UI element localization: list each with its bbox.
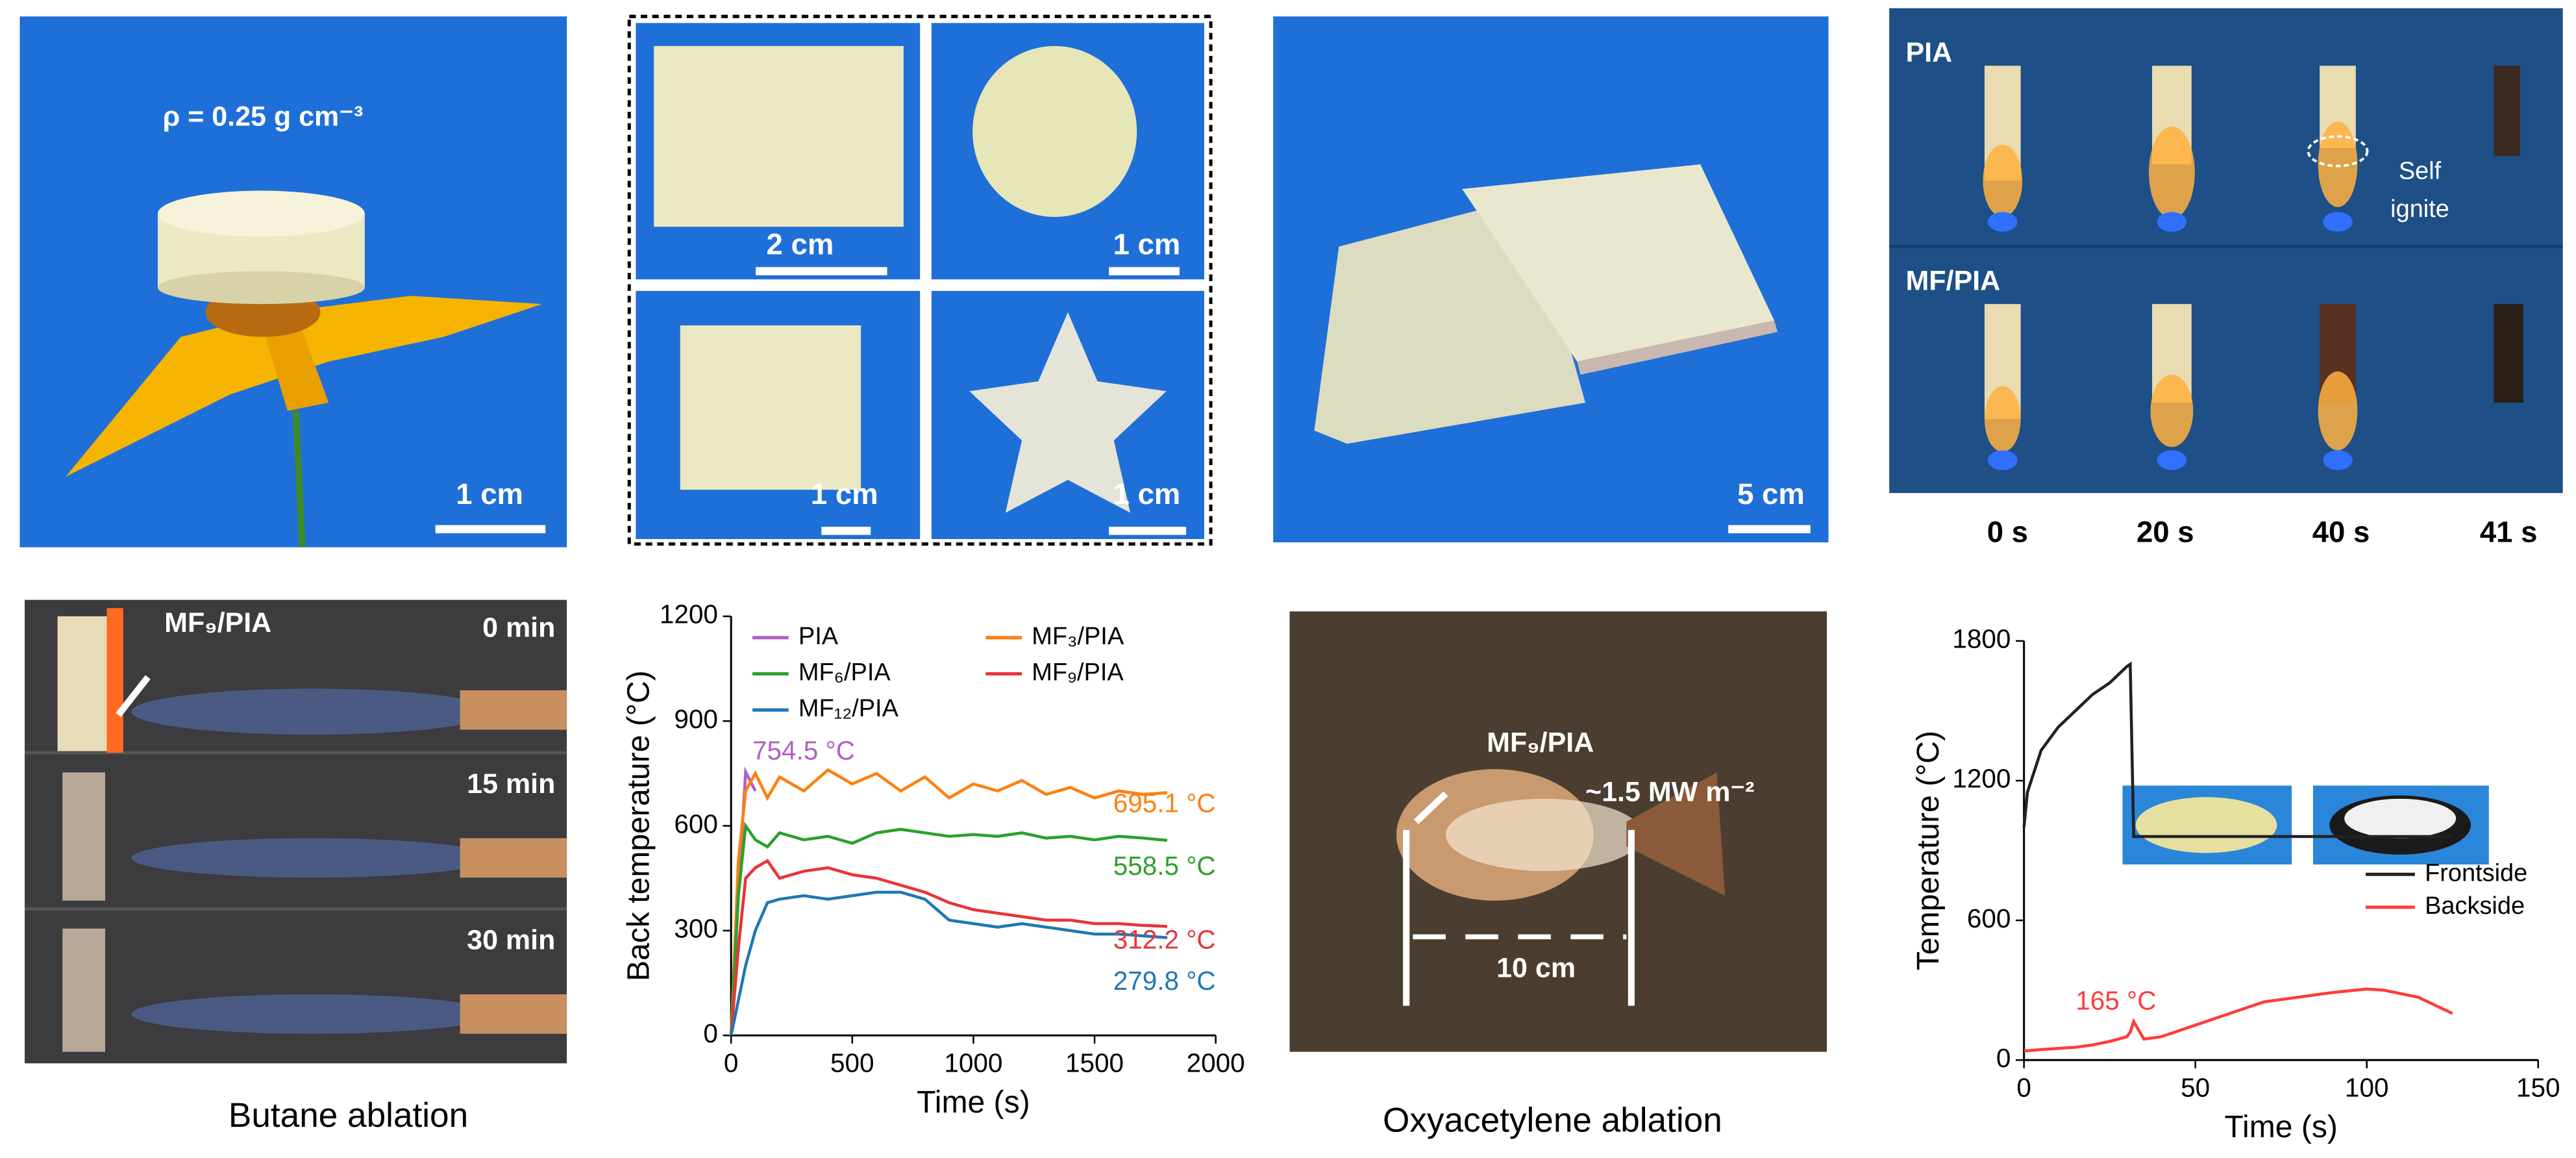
sample-label: MF₉/PIA [1487,727,1594,759]
time-label: 41 s [2480,515,2538,548]
y-tick-label: 600 [674,809,718,838]
annotation: 558.5 °C [1113,851,1216,881]
flux-label: ~1.5 MW m⁻² [1585,777,1754,808]
series-line [729,822,1168,1036]
legend-label: MF₃/PIA [1032,623,1124,650]
legend-label: MF₉/PIA [1032,659,1124,686]
time-label: 40 s [2312,515,2370,548]
time-label: 30 min [467,924,555,955]
photo-oxyacetylene: MF₉/PIA ~1.5 MW m⁻² 10 cm Oxyacetylene a… [1289,611,1827,1139]
scale-label: 1 cm [456,477,523,510]
note: Self [2399,158,2442,185]
x-tick-label: 2000 [1187,1048,1245,1077]
photo-flower: ρ = 0.25 g cm⁻³ 1 cm [19,16,567,548]
y-tick-label: 0 [1996,1043,2011,1073]
photo-plates: 5 cm [1273,16,1829,543]
series-line [729,768,1168,1036]
inset-photos [2122,785,2489,865]
scale-label: 2 cm [767,228,834,261]
scale-label: 1 cm [1113,477,1180,510]
photo-butane: MF₉/PIA 0 min 15 min 30 min Butane ablat… [25,599,567,1135]
y-tick-label: 600 [1967,903,2011,933]
legend-label: Frontside [2425,859,2527,887]
y-tick-label: 1800 [1952,624,2011,654]
x-axis-label: Time (s) [2224,1109,2337,1144]
caption: Butane ablation [229,1096,468,1135]
series-line [2024,987,2453,1053]
photo-shapes: 2 cm 1 cm 1 cm 1 cm [627,14,1213,546]
distance-label: 10 cm [1496,952,1576,983]
x-tick-label: 150 [2516,1072,2560,1102]
annotation: 165 °C [2075,985,2156,1015]
y-axis-label: Back temperature (°C) [621,670,656,981]
x-tick-label: 1000 [944,1048,1002,1077]
scale-label: 1 cm [811,477,878,510]
series-line [729,859,1168,1036]
annotation: 312.2 °C [1113,925,1216,955]
legend-label: MF₆/PIA [799,659,891,686]
x-tick-label: 0 [2016,1072,2031,1102]
photo-vertical-burning: PIA MF/PIA Self ignite 0 s 20 s 40 s 41 … [1889,8,2563,548]
time-label: 0 s [1987,515,2028,548]
x-axis-label: Time (s) [917,1085,1030,1120]
series-line [729,890,1168,1036]
note: ignite [2390,195,2449,223]
x-tick-label: 1500 [1065,1048,1124,1077]
row-label: PIA [1905,37,1952,68]
x-tick-label: 500 [830,1048,874,1077]
legend-label: MF₁₂/PIA [799,695,899,722]
time-label: 15 min [467,768,555,799]
legend-label: PIA [799,623,839,650]
y-tick-label: 300 [674,914,718,944]
annotation: 279.8 °C [1113,966,1216,996]
time-label: 0 min [482,612,555,644]
y-tick-label: 1200 [1952,764,2011,794]
sample-label: MF₉/PIA [164,607,271,638]
legend-label: Backside [2425,892,2525,920]
y-tick-label: 0 [703,1018,718,1048]
x-tick-label: 100 [2345,1072,2389,1102]
annotation: 695.1 °C [1113,788,1216,818]
x-tick-label: 50 [2181,1072,2210,1102]
row-label: MF/PIA [1905,266,2000,297]
y-axis-label: Temperature (°C) [1911,731,1946,970]
time-label: 20 s [2136,515,2194,548]
density-label: ρ = 0.25 g cm⁻³ [163,101,364,132]
annotation: 754.5 °C [752,736,855,766]
series-line [2022,661,2453,838]
caption: Oxyacetylene ablation [1383,1101,1722,1139]
y-tick-label: 900 [674,704,718,734]
y-tick-label: 1200 [660,599,718,629]
scale-label: 5 cm [1737,477,1805,510]
x-tick-label: 0 [724,1048,739,1077]
scale-label: 1 cm [1113,228,1180,261]
